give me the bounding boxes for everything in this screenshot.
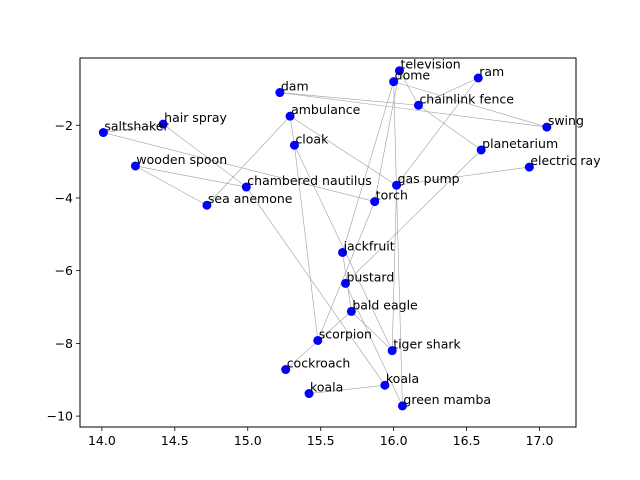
edge-line bbox=[206, 115, 291, 206]
y-tick-label: −10 bbox=[47, 409, 73, 424]
edge-line bbox=[345, 283, 403, 407]
point-label: gas pump bbox=[398, 171, 460, 186]
point-label: sea anemone bbox=[208, 191, 293, 206]
data-point bbox=[289, 140, 299, 150]
x-axis-ticks: 14.0 14.5 15.0 15.5 16.0 16.5 17.0 bbox=[88, 427, 554, 448]
edge-line bbox=[396, 166, 530, 186]
point-label: cloak bbox=[295, 131, 329, 146]
edge-line bbox=[345, 149, 482, 284]
data-point bbox=[130, 161, 140, 171]
x-tick-label: 14.0 bbox=[88, 433, 116, 448]
y-tick-label: −2 bbox=[55, 118, 73, 133]
edge-line bbox=[309, 384, 385, 394]
edge-line bbox=[279, 92, 547, 128]
point-label: tiger shark bbox=[393, 337, 461, 352]
edge-line bbox=[289, 116, 295, 146]
edge-line bbox=[103, 132, 375, 202]
x-tick-label: 17.0 bbox=[526, 433, 554, 448]
data-point bbox=[473, 73, 483, 83]
edge-line bbox=[289, 115, 397, 186]
point-label: green mamba bbox=[403, 392, 491, 407]
edge-line bbox=[418, 105, 482, 151]
edge-line bbox=[418, 77, 479, 106]
point-label: torch bbox=[376, 188, 408, 203]
point-label: bald eagle bbox=[352, 297, 418, 312]
data-point bbox=[346, 306, 356, 316]
point-label: television bbox=[400, 57, 460, 72]
y-tick-label: −8 bbox=[55, 336, 73, 351]
data-point bbox=[202, 200, 212, 210]
point-label: jackfruit bbox=[343, 238, 395, 253]
edge-line bbox=[399, 70, 419, 106]
data-point bbox=[370, 197, 380, 207]
data-point bbox=[476, 145, 486, 155]
x-tick-label: 16.0 bbox=[380, 433, 408, 448]
edge-line bbox=[103, 123, 164, 133]
edge-line bbox=[246, 186, 386, 386]
x-tick-label: 15.0 bbox=[234, 433, 262, 448]
point-label: bustard bbox=[347, 269, 395, 284]
edge-layer bbox=[103, 70, 547, 407]
edge-line bbox=[393, 81, 547, 128]
y-tick-label: −4 bbox=[55, 190, 73, 205]
point-label: planetarium bbox=[482, 136, 558, 151]
data-point bbox=[275, 88, 285, 98]
point-label: chambered nautilus bbox=[247, 173, 372, 188]
y-tick-label: −6 bbox=[55, 263, 73, 278]
edge-line bbox=[374, 70, 400, 202]
data-point bbox=[285, 111, 295, 121]
edge-line bbox=[393, 81, 403, 406]
x-tick-label: 16.5 bbox=[453, 433, 481, 448]
data-point bbox=[542, 122, 552, 132]
data-point bbox=[304, 389, 314, 399]
data-point bbox=[389, 77, 399, 87]
data-point bbox=[341, 278, 351, 288]
edge-line bbox=[279, 92, 419, 106]
edge-line bbox=[396, 77, 479, 186]
plot-frame bbox=[79, 57, 577, 428]
edge-line bbox=[135, 165, 208, 206]
edge-line bbox=[317, 201, 375, 341]
point-label: saltshaker bbox=[104, 119, 169, 134]
y-axis-ticks: −10 −8 −6 −4 −2 bbox=[47, 118, 80, 424]
edge-line bbox=[135, 165, 247, 188]
edge-line bbox=[162, 123, 247, 188]
x-tick-label: 15.5 bbox=[307, 433, 335, 448]
data-point bbox=[281, 365, 291, 375]
point-label: hair spray bbox=[164, 110, 227, 125]
point-label: dam bbox=[281, 79, 309, 94]
data-point bbox=[313, 335, 323, 345]
point-label: koala bbox=[310, 380, 343, 395]
x-tick-label: 14.5 bbox=[161, 433, 189, 448]
data-point bbox=[241, 182, 251, 192]
point-label: koala bbox=[386, 371, 419, 386]
data-point bbox=[392, 180, 402, 190]
data-point bbox=[380, 380, 390, 390]
data-point bbox=[158, 119, 168, 129]
data-point bbox=[394, 66, 404, 76]
data-point bbox=[98, 128, 108, 138]
data-point bbox=[397, 401, 407, 411]
point-label: scorpion bbox=[319, 326, 372, 341]
point-label: electric ray bbox=[530, 153, 601, 168]
data-point bbox=[338, 247, 348, 257]
point-label: wooden spoon bbox=[136, 152, 227, 167]
point-label: chainlink fence bbox=[419, 91, 514, 106]
point-layer bbox=[98, 66, 552, 411]
point-label: dome bbox=[395, 68, 431, 83]
edge-line bbox=[391, 185, 397, 351]
edge-line bbox=[294, 145, 393, 351]
data-point bbox=[524, 162, 534, 172]
point-label: ambulance bbox=[291, 102, 361, 117]
point-label: ram bbox=[479, 64, 504, 79]
data-point bbox=[387, 346, 397, 356]
point-label: swing bbox=[548, 113, 584, 128]
edge-line bbox=[351, 311, 393, 351]
edge-line bbox=[294, 145, 319, 341]
point-label: cockroach bbox=[287, 356, 351, 371]
data-point bbox=[413, 100, 423, 110]
